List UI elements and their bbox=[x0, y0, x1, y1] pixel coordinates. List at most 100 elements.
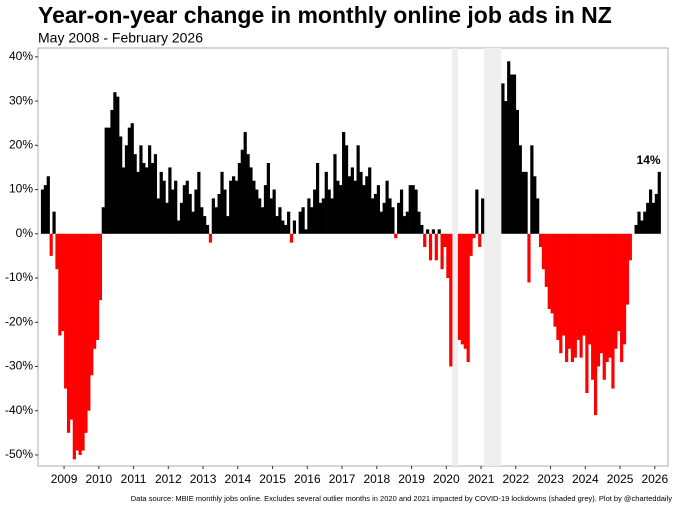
bar bbox=[214, 207, 218, 234]
bar bbox=[426, 229, 430, 234]
bar bbox=[266, 163, 270, 234]
bar bbox=[49, 233, 53, 256]
bar bbox=[570, 233, 575, 363]
y-tick-label: 0% bbox=[16, 226, 34, 240]
bar bbox=[373, 193, 378, 234]
y-tick-label: 10% bbox=[9, 182, 33, 196]
bar bbox=[110, 109, 114, 234]
bar bbox=[327, 189, 331, 234]
x-tick-label: 2018 bbox=[363, 472, 390, 486]
bar bbox=[550, 233, 554, 314]
bar bbox=[342, 132, 346, 234]
bar bbox=[121, 167, 126, 234]
chart-title: Year-on-year change in monthly online jo… bbox=[38, 2, 612, 28]
bar bbox=[602, 233, 606, 380]
bar bbox=[208, 233, 213, 243]
bar bbox=[547, 233, 551, 309]
bar bbox=[205, 224, 210, 234]
bar bbox=[649, 189, 653, 234]
bar bbox=[171, 189, 175, 234]
bar bbox=[81, 233, 85, 451]
x-tick-label: 2015 bbox=[259, 472, 286, 486]
bar bbox=[423, 233, 427, 248]
bar bbox=[284, 224, 288, 234]
bar bbox=[585, 233, 589, 394]
bar bbox=[310, 207, 314, 234]
bar bbox=[640, 220, 644, 234]
bar bbox=[536, 198, 540, 234]
bar bbox=[582, 233, 586, 336]
bar bbox=[116, 96, 120, 234]
bar bbox=[515, 109, 519, 234]
bar bbox=[359, 171, 363, 234]
bar bbox=[174, 180, 178, 234]
x-tick-label: 2021 bbox=[468, 472, 495, 486]
x-tick-label: 2009 bbox=[51, 472, 78, 486]
bar bbox=[98, 233, 103, 301]
bar bbox=[197, 171, 201, 234]
bar bbox=[66, 233, 71, 433]
bar bbox=[417, 211, 421, 234]
bar bbox=[437, 229, 441, 234]
bar bbox=[162, 180, 166, 234]
bar bbox=[64, 233, 68, 389]
bar bbox=[229, 180, 233, 234]
shaded-region bbox=[452, 48, 458, 466]
bar bbox=[211, 198, 215, 234]
bar bbox=[176, 220, 181, 234]
bar bbox=[78, 233, 82, 455]
bar bbox=[428, 233, 433, 261]
bar bbox=[643, 211, 647, 234]
bar bbox=[156, 198, 160, 234]
bar bbox=[234, 180, 239, 234]
bar bbox=[40, 189, 45, 234]
bar bbox=[544, 233, 548, 287]
bar bbox=[336, 180, 340, 234]
shaded-region bbox=[483, 48, 502, 466]
bar bbox=[52, 211, 56, 234]
bar bbox=[148, 145, 152, 234]
bar bbox=[353, 180, 357, 234]
bar bbox=[573, 233, 577, 358]
bar bbox=[61, 233, 65, 332]
bar bbox=[420, 224, 424, 234]
x-tick-label: 2016 bbox=[294, 472, 321, 486]
bar bbox=[541, 233, 546, 270]
bar bbox=[321, 198, 325, 234]
bar bbox=[46, 176, 50, 234]
bar bbox=[289, 233, 294, 243]
bar bbox=[55, 233, 59, 270]
bar bbox=[269, 198, 273, 234]
bar bbox=[275, 216, 279, 234]
bar bbox=[246, 154, 250, 234]
bar bbox=[559, 233, 563, 354]
bar bbox=[376, 185, 380, 234]
bar bbox=[588, 233, 592, 345]
x-tick-label: 2010 bbox=[85, 472, 112, 486]
bar bbox=[449, 233, 453, 367]
bar bbox=[434, 233, 438, 261]
y-tick-label: 20% bbox=[9, 137, 33, 151]
bar bbox=[43, 185, 47, 234]
bar bbox=[362, 185, 366, 234]
bar bbox=[507, 61, 511, 234]
bar bbox=[101, 207, 105, 234]
bar bbox=[411, 185, 415, 234]
footnote: Data source: MBIE monthly jobs online. E… bbox=[131, 494, 672, 503]
bar bbox=[263, 185, 268, 234]
bar bbox=[399, 189, 404, 234]
x-tick-label: 2024 bbox=[572, 472, 599, 486]
bar bbox=[478, 233, 482, 248]
bar bbox=[512, 74, 517, 234]
bar bbox=[150, 163, 155, 234]
bar bbox=[620, 233, 624, 363]
bar bbox=[625, 233, 630, 305]
bar bbox=[463, 233, 467, 349]
bar bbox=[333, 154, 337, 234]
bar bbox=[611, 233, 615, 389]
bar bbox=[223, 189, 227, 234]
bar bbox=[182, 185, 186, 234]
bar bbox=[394, 233, 398, 239]
bar bbox=[344, 145, 349, 234]
x-tick-label: 2023 bbox=[537, 472, 564, 486]
